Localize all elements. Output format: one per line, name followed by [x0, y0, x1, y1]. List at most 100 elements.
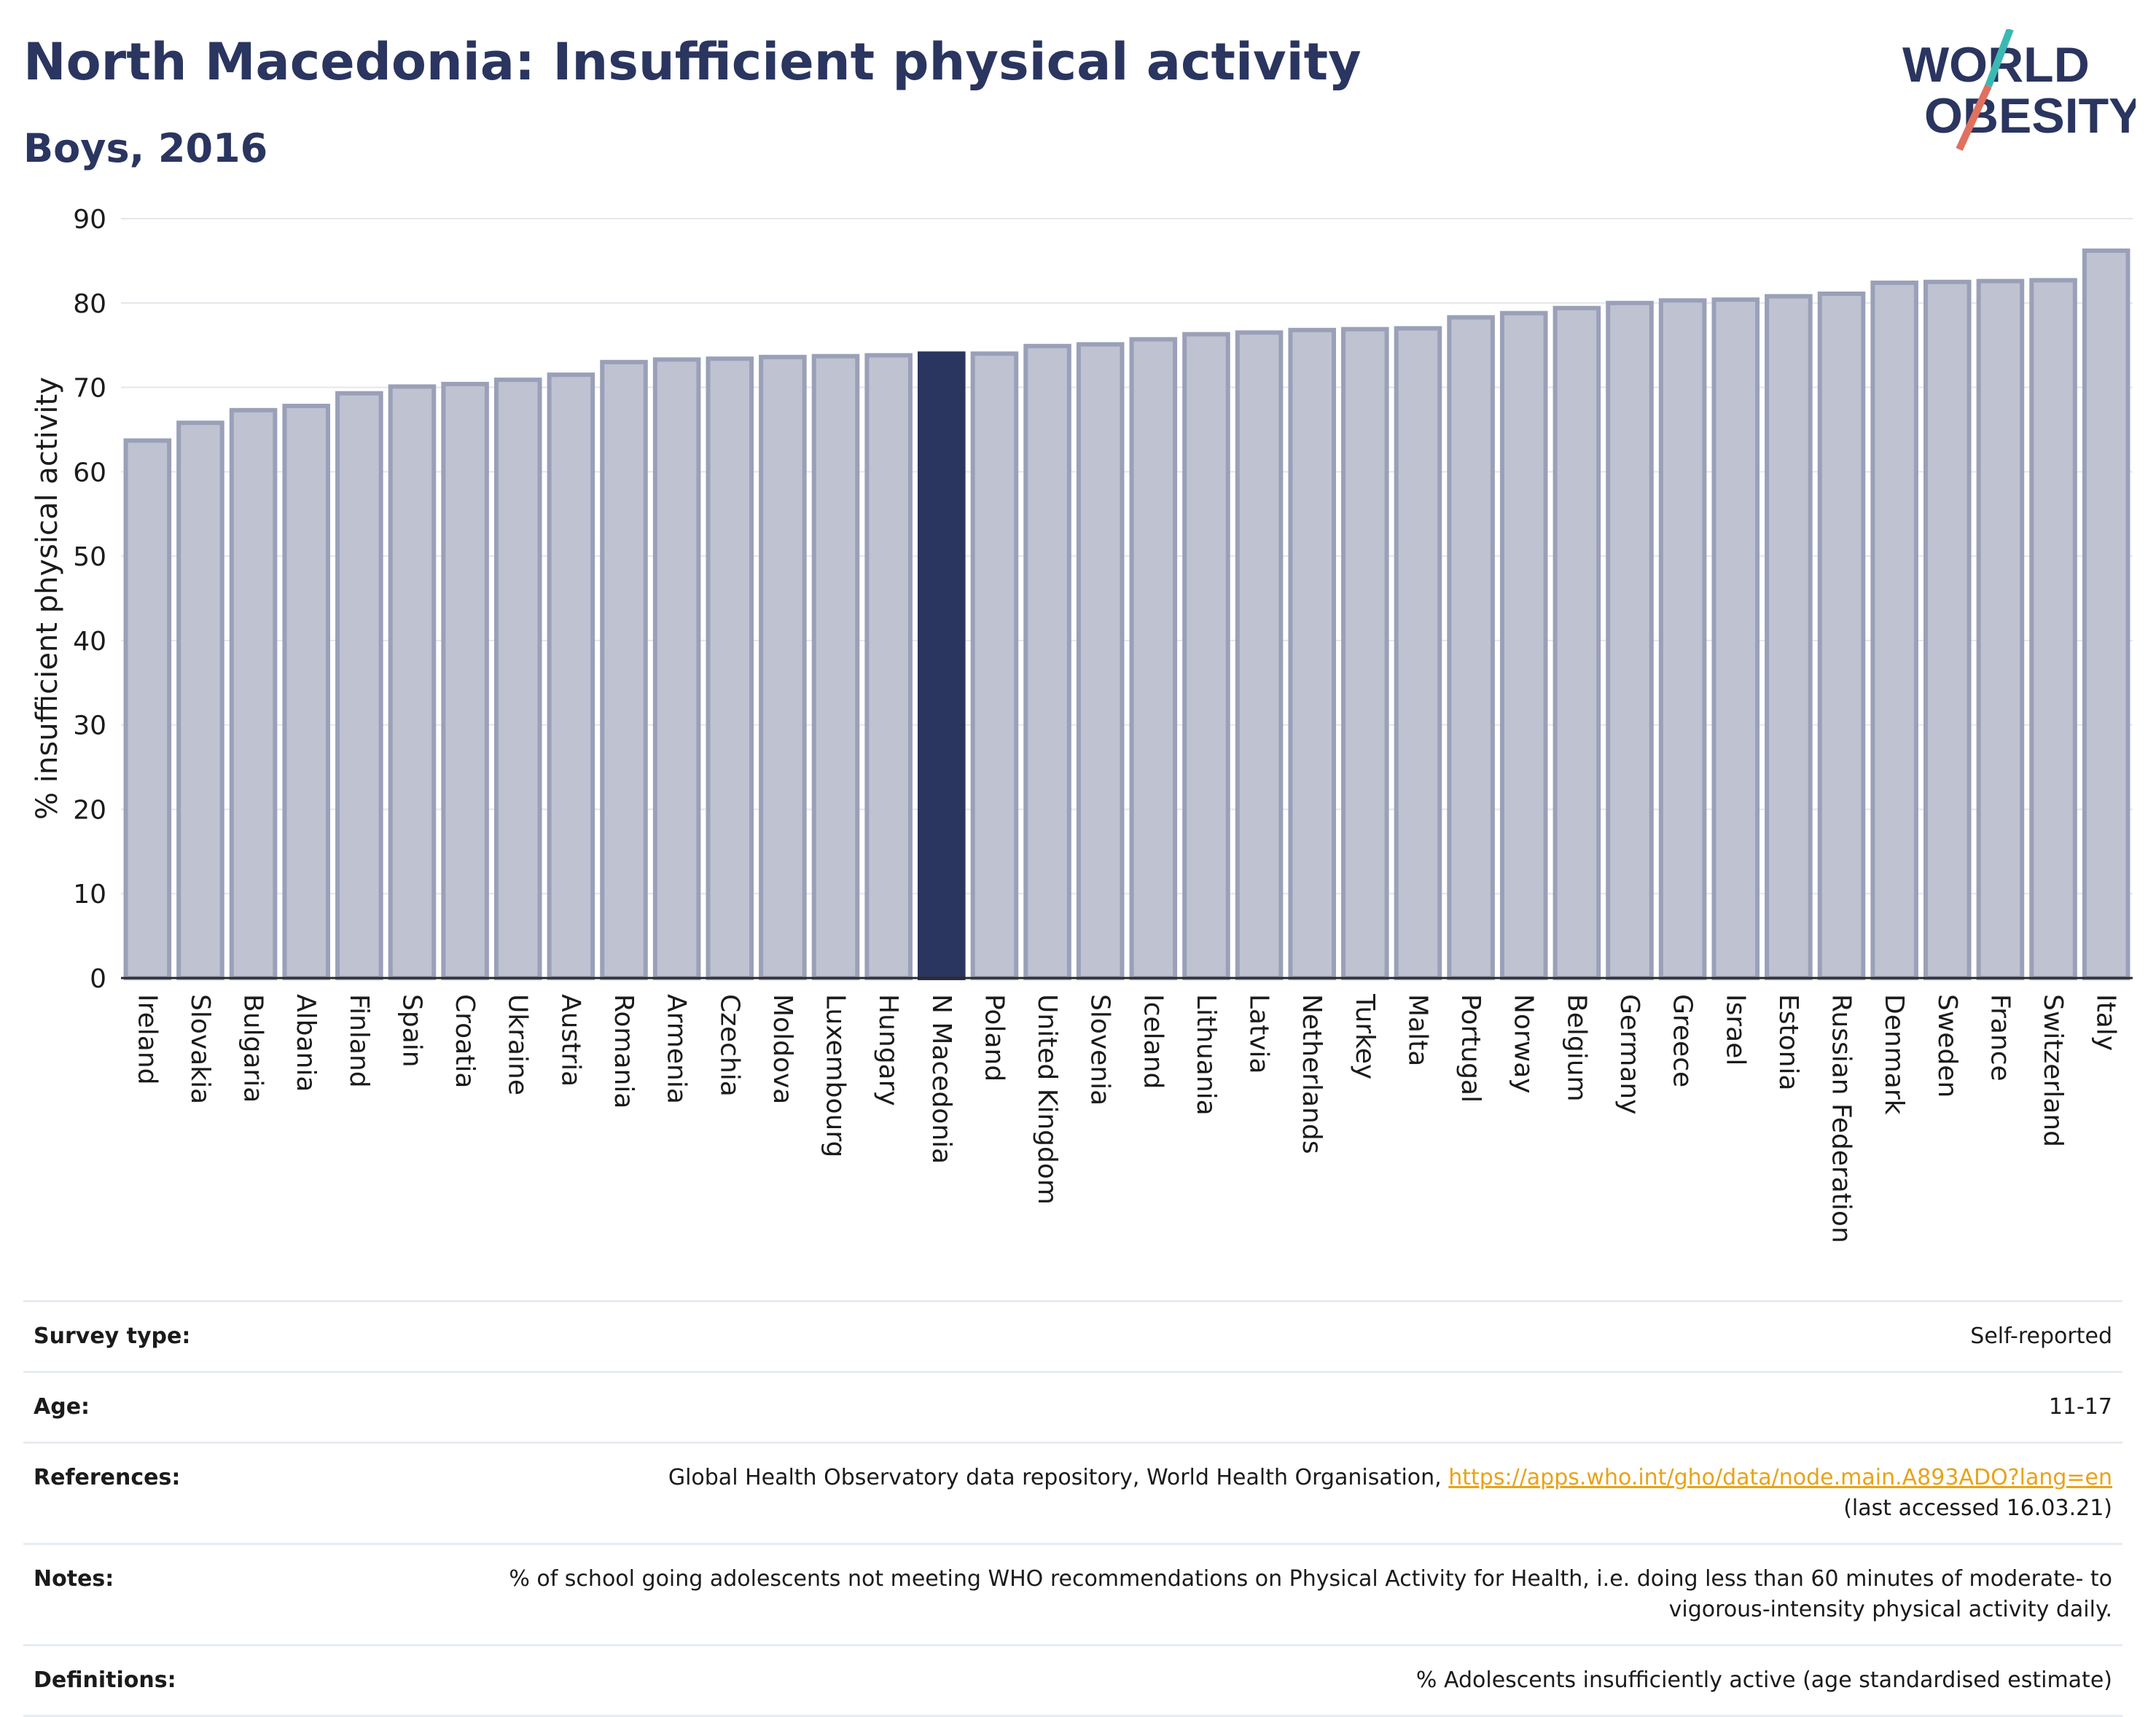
x-tick-label: Switzerland — [2038, 994, 2068, 1147]
x-tick-label: Armenia — [662, 994, 692, 1104]
y-tick-label: 60 — [73, 458, 106, 488]
y-tick-label: 0 — [90, 964, 106, 994]
x-tick-label: Sweden — [1932, 994, 1962, 1098]
x-tick-label: Luxembourg — [821, 994, 851, 1157]
x-tick-label: Croatia — [450, 994, 480, 1088]
bar — [1923, 279, 1972, 981]
x-tick-label: Austria — [555, 994, 585, 1087]
bar — [600, 359, 648, 981]
y-tick-label: 80 — [73, 289, 106, 319]
bar — [229, 407, 278, 980]
x-tick-label: Norway — [1509, 994, 1539, 1094]
x-tick-label: Lithuania — [1191, 994, 1221, 1116]
bar — [1182, 332, 1230, 981]
y-tick-label: 70 — [73, 374, 106, 404]
bar — [706, 356, 754, 980]
x-tick-label: Iceland — [1138, 994, 1168, 1089]
bar — [1658, 298, 1707, 980]
bar — [970, 351, 1019, 980]
bar — [2029, 278, 2077, 981]
logo-slash-teal — [1985, 29, 2014, 87]
bar — [493, 378, 542, 980]
x-tick-label: Netherlands — [1297, 994, 1327, 1154]
y-tick-label: 90 — [73, 205, 106, 235]
info-label: Survey type: — [34, 1323, 191, 1349]
bar — [388, 384, 437, 980]
info-value: % of school going adolescents not meetin… — [509, 1566, 2112, 1622]
world-obesity-logo: WORLD OBESITY — [1902, 29, 2136, 152]
x-tick-label: Russian Federation — [1827, 994, 1856, 1243]
bar — [759, 354, 807, 980]
x-tick-label: Romania — [609, 994, 638, 1108]
bar-chart: 0 10 20 30 40 50 60 70 80 90 % insufficient physic… — [31, 205, 2133, 1243]
y-tick-label: 30 — [73, 711, 106, 741]
info-value: 11-17 — [2048, 1394, 2112, 1420]
y-tick-label: 10 — [73, 880, 106, 910]
x-tick-label: Germany — [1614, 994, 1644, 1114]
reference-text: Global Health Observatory data repositor… — [668, 1465, 1442, 1490]
info-value: Self-reported — [1970, 1323, 2112, 1349]
x-tick-label: Moldova — [768, 994, 797, 1104]
info-row-definitions: Definitions: % Adolescents insufficientl… — [23, 1644, 2122, 1717]
x-tick-label: Estonia — [1773, 994, 1803, 1091]
bar — [1235, 330, 1284, 980]
x-tick-label: Slovenia — [1085, 994, 1115, 1106]
info-label: References: — [34, 1465, 181, 1490]
x-tick-label: Belgium — [1561, 994, 1591, 1102]
bar — [282, 404, 330, 980]
logo-line2: OBESITY — [1924, 88, 2136, 144]
x-tick-label: Turkey — [1350, 993, 1380, 1079]
x-tick-label: Poland — [979, 994, 1009, 1082]
info-row-survey-type: Survey type: Self-reported — [23, 1300, 2122, 1371]
bar — [1606, 300, 1654, 980]
x-tick-label: Denmark — [1879, 994, 1909, 1115]
x-tick-label: Albania — [291, 994, 321, 1092]
x-tick-label: Finland — [344, 994, 374, 1088]
y-axis-label: % insufficient physical activity — [31, 377, 64, 820]
bar — [1870, 280, 1918, 981]
logo-slash-coral — [1956, 84, 1992, 152]
chart-title: North Macedonia: Insufficient physical a… — [23, 32, 1362, 92]
bar — [176, 421, 224, 980]
x-tick-label: Spain — [397, 994, 426, 1068]
bar — [811, 353, 860, 980]
y-tick-label: 40 — [73, 627, 106, 657]
bar — [1817, 292, 1866, 980]
x-tick-label: United Kingdom — [1032, 994, 1062, 1205]
bar — [441, 381, 489, 980]
bar — [1288, 327, 1336, 980]
bar — [547, 372, 595, 980]
bar — [864, 353, 913, 980]
bar — [1765, 294, 1813, 980]
x-tick-label: Malta — [1402, 994, 1432, 1066]
x-tick-label: Slovakia — [185, 994, 215, 1104]
x-tick-label: France — [1985, 994, 2015, 1082]
bar — [1976, 278, 2025, 981]
bar — [335, 391, 383, 980]
info-row-notes: Notes: % of school going adolescents not… — [23, 1543, 2122, 1644]
x-tick-label: Bulgaria — [238, 994, 268, 1103]
x-tick-label: Latvia — [1244, 994, 1274, 1074]
bar — [1076, 342, 1125, 980]
info-table: Survey type: Self-reported Age: 11-17 Re… — [23, 1300, 2122, 1717]
info-row-age: Age: 11-17 — [23, 1371, 2122, 1442]
y-tick-label: 50 — [73, 542, 106, 572]
bar — [2082, 248, 2130, 980]
bar — [123, 438, 172, 980]
x-tick-label: N Macedonia — [926, 994, 956, 1164]
bar — [652, 357, 701, 980]
info-label: Age: — [34, 1394, 90, 1420]
info-row-references: References: Global Health Observatory da… — [23, 1442, 2122, 1543]
x-tick-label: Czechia — [714, 994, 744, 1097]
bar — [1394, 326, 1442, 980]
bar — [1341, 326, 1389, 980]
reference-link[interactable]: https://apps.who.int/gho/data/node.main.… — [1448, 1465, 2112, 1490]
info-label: Definitions: — [34, 1667, 176, 1693]
info-value: % Adolescents insufficiently active (age… — [1415, 1667, 2112, 1693]
x-tick-label: Greece — [1668, 994, 1698, 1087]
bar — [1023, 343, 1071, 980]
info-label: Notes: — [34, 1566, 114, 1592]
reference-accessed: (last accessed 16.03.21) — [1843, 1495, 2112, 1521]
x-tick-label: Italy — [2091, 994, 2121, 1051]
x-tick-label: Israel — [1720, 994, 1750, 1065]
